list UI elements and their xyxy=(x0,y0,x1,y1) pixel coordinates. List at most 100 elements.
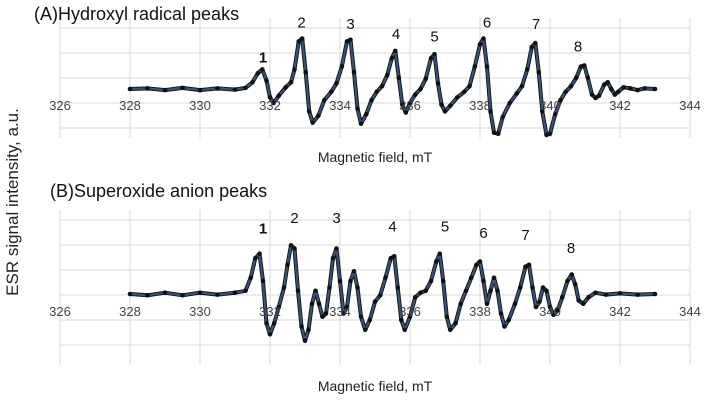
panel-a-data-point xyxy=(552,111,558,117)
panel-a-tick-label: 342 xyxy=(609,98,631,113)
panel-b-tick-label: 338 xyxy=(469,304,491,319)
panel-a-data-point xyxy=(197,87,203,93)
panel-a-tick-label: 344 xyxy=(679,98,701,113)
panel-a-peak-label: 5 xyxy=(430,28,438,45)
panel-a-data-point xyxy=(447,103,453,109)
panel-b-peak-label: 8 xyxy=(567,240,575,257)
panel-a-data-point xyxy=(271,100,276,106)
panel-b-data-point xyxy=(180,293,185,298)
panel-a-data-point xyxy=(593,95,598,101)
panel-b-data-point xyxy=(197,290,203,296)
panel-b-peak-label: 7 xyxy=(521,227,529,244)
panel-a-data-point xyxy=(403,110,409,115)
panel-a-data-point xyxy=(439,102,444,107)
panel-a-data-point xyxy=(232,87,238,92)
panel-a-data-point xyxy=(484,64,490,69)
panel-b-data-point xyxy=(337,278,343,284)
panel-a-data-point xyxy=(407,100,413,106)
panel-a-data-point xyxy=(321,97,327,103)
panel-a-data-point xyxy=(615,89,621,95)
panel-b-data-point xyxy=(423,288,429,294)
panel-a-tick-labels: 326 328 330 332 334 336 338 340 342 344 xyxy=(49,98,701,113)
panel-b-data-point xyxy=(391,253,397,259)
panel-a-peak-label: 1 xyxy=(259,50,267,67)
panel-a-data-point xyxy=(369,97,374,103)
panel-a-data-point xyxy=(393,48,398,54)
panel-a-data-point xyxy=(310,120,316,125)
panel-a-data-point xyxy=(573,75,579,81)
panel-b-data-point xyxy=(437,251,443,256)
panel-a-data-point xyxy=(533,40,538,46)
panel-a-data-point xyxy=(467,83,472,89)
panel-a-data-point xyxy=(162,87,168,93)
panel-a-peak-label: 3 xyxy=(346,16,354,33)
panel-b-data-point xyxy=(537,299,542,305)
panel-b-peak-label: 2 xyxy=(290,210,298,227)
panel-a-data-point xyxy=(316,113,321,119)
panel-b-data-point xyxy=(484,301,490,307)
panel-b-data-point xyxy=(523,264,528,270)
panel-a-tick-label: 334 xyxy=(329,98,351,113)
panel-b-data-point xyxy=(281,285,287,290)
panel-a-data-point xyxy=(547,131,553,137)
panel-a-tick-label: 328 xyxy=(119,98,141,113)
panel-b-data-point xyxy=(453,320,458,326)
panel-a-data-point xyxy=(519,83,525,89)
panel-b-data-point xyxy=(320,314,325,320)
panel-b-data-point xyxy=(316,301,322,307)
panel-b-data-point xyxy=(288,242,294,248)
panel-b-data-point xyxy=(257,251,262,256)
panel-b-data-point xyxy=(517,285,523,290)
panel-a-data-point xyxy=(374,89,380,95)
panel-b-data-point xyxy=(248,275,254,281)
panel-b-data-point xyxy=(617,291,623,296)
panel-b-data-point xyxy=(383,275,388,281)
panel-a-chart: (A)Hydroxyl radical peaks 326 328 330 332 33… xyxy=(34,4,701,165)
panel-b-data-point xyxy=(495,288,500,294)
panel-b-peak-label: 5 xyxy=(441,219,449,236)
panel-a-data-point xyxy=(283,85,289,90)
panel-b-data-point xyxy=(348,278,353,284)
panel-b-data-point xyxy=(145,293,150,298)
panel-a-data-point xyxy=(568,83,574,89)
panel-b-data-point xyxy=(306,327,311,333)
panel-b-data-point xyxy=(572,281,578,287)
panel-a-data-point xyxy=(145,86,150,91)
panel-a-data-point xyxy=(461,89,467,95)
panel-b-data-point xyxy=(428,278,434,284)
panel-a-data-point xyxy=(412,92,418,97)
panel-a-data-point xyxy=(601,82,607,87)
panel-a-tick-label: 330 xyxy=(189,98,211,113)
panel-a-data-point xyxy=(621,85,626,90)
panel-b-data-point xyxy=(264,320,269,326)
panel-a-data-point xyxy=(351,69,357,75)
panel-b-data-point xyxy=(243,288,248,294)
panel-b-data-point xyxy=(555,307,560,313)
panel-b-tick-label: 332 xyxy=(259,304,281,319)
panel-a-data-point xyxy=(288,79,294,85)
panel-b-peak-labels: 1 2 3 4 5 6 7 8 xyxy=(259,210,575,257)
panel-a-data-point xyxy=(303,69,309,75)
panel-b-data-point xyxy=(540,285,546,290)
panel-a-data-point xyxy=(582,63,587,68)
panel-a-data-point xyxy=(507,100,513,106)
panel-b-data-point xyxy=(292,246,297,251)
panel-b-grid xyxy=(59,210,691,365)
panel-a-data-point xyxy=(334,81,339,86)
panel-b-title: (B)Superoxide anion peaks xyxy=(50,181,267,201)
panel-a-peak-labels: 1 2 3 4 5 6 7 8 xyxy=(259,14,582,66)
panel-a-data-point xyxy=(384,72,390,78)
panel-a-data-point xyxy=(396,75,402,81)
panel-a-data-point xyxy=(255,71,261,76)
panel-a-data-point xyxy=(605,79,611,85)
panel-b-data-point xyxy=(468,275,474,281)
panel-a-tick-label: 338 xyxy=(469,98,491,113)
panel-b-data-point xyxy=(463,288,469,294)
panel-a-data-point xyxy=(529,44,535,50)
panel-a-data-point xyxy=(389,55,395,61)
panel-b-data-point xyxy=(377,293,383,298)
panel-a-data-point xyxy=(491,130,497,135)
panel-a-tick-label: 340 xyxy=(539,98,561,113)
panel-b-data-point xyxy=(491,275,497,281)
panel-b-data-point xyxy=(323,311,329,316)
